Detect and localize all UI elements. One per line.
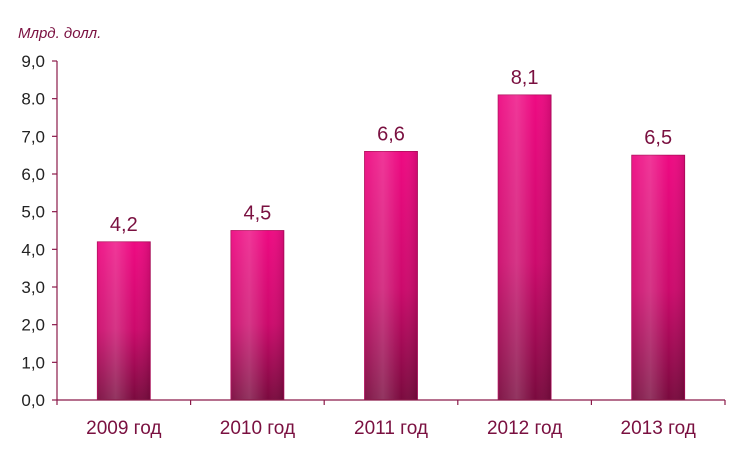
x-tick-label: 2009 год	[86, 418, 161, 439]
axes-group	[56, 61, 725, 401]
y-tick-label: 6,0	[21, 165, 45, 184]
x-tick-label: 2010 год	[220, 418, 295, 439]
bar-2009-год	[96, 241, 151, 401]
bar-2013-год	[631, 154, 686, 401]
bars-group	[96, 94, 686, 401]
y-tick-label: 8.0	[21, 90, 45, 109]
y-tick-label: 5,0	[21, 203, 45, 222]
bar-shine	[631, 155, 685, 400]
bar-2010-год	[230, 230, 285, 401]
bar-2011-год	[364, 150, 418, 401]
x-tick-label: 2013 год	[621, 418, 696, 439]
bar-shine	[364, 151, 418, 400]
y-tick-label: 7,0	[21, 127, 45, 146]
x-tick-label: 2011 год	[354, 418, 428, 439]
bar-2012-год	[497, 94, 552, 401]
y-tick-label: 0,0	[21, 391, 45, 410]
bar-shine	[230, 230, 284, 400]
x-axis-ticks: 2009 год 2010 год 2011 год 2012 год 2013 год	[56, 400, 726, 439]
data-label: 4,2	[110, 214, 138, 236]
y-tick-label: 4,0	[21, 240, 45, 259]
data-label: 6,5	[644, 127, 672, 149]
y-tick-label: 2,0	[21, 316, 45, 335]
y-tick-label: 3,0	[21, 278, 45, 297]
data-label: 8,1	[511, 67, 539, 89]
data-label: 6,6	[377, 123, 405, 145]
data-label: 4,5	[243, 203, 271, 225]
y-tick-label: 9,0	[21, 52, 45, 71]
y-tick-label: 1,0	[21, 353, 45, 372]
bar-shine	[498, 94, 552, 401]
y-axis-ticks: 0,0 1,0 2,0 3,0 4,0 5,0 6,0 7,0 8.0 9,0	[21, 52, 57, 410]
x-tick-label: 2012 год	[487, 418, 562, 439]
bar-shine	[97, 241, 151, 400]
data-labels-group: 4,2 4,5 6,6 8,1 6,5	[110, 67, 672, 236]
unit-label: Млрд. долл.	[18, 25, 101, 42]
